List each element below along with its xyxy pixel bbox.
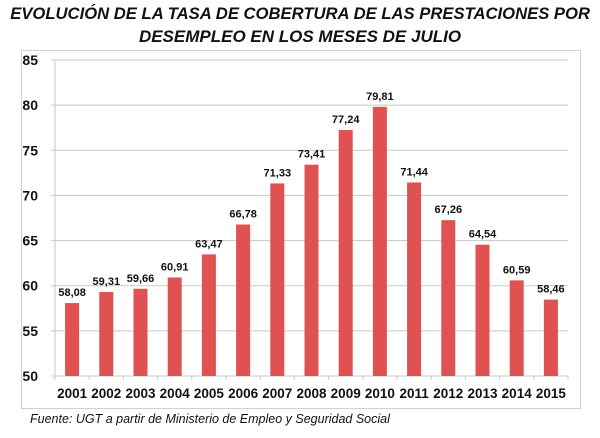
data-label: 59,31 [93, 276, 121, 288]
data-label: 71,33 [264, 167, 292, 179]
chart-title-line-2-row: DESEMPLEO EN LOS MESES DE JULIO [0, 27, 600, 47]
x-tick-label: 2013 [467, 386, 498, 401]
data-label: 58,08 [58, 287, 86, 299]
y-tick-label: 60 [22, 278, 38, 294]
x-tick-label: 2005 [194, 386, 225, 401]
bar-2003 [133, 288, 148, 376]
data-label: 79,81 [366, 91, 394, 103]
chart-frame [21, 50, 581, 409]
chart-title-line-2: DESEMPLEO EN LOS MESES DE JULIO [138, 27, 462, 46]
data-label: 77,24 [332, 114, 360, 126]
data-label: 60,91 [161, 261, 189, 273]
y-tick-label: 55 [22, 323, 38, 339]
x-tick-label: 2009 [331, 386, 361, 401]
chart-title-line-1: EVOLUCIÓN DE LA TASA DE COBERTURA DE LAS… [10, 4, 590, 23]
data-label: 71,44 [400, 166, 428, 178]
bar-2015 [543, 299, 558, 376]
x-tick-label: 2002 [91, 386, 121, 401]
data-label: 64,54 [469, 229, 497, 241]
x-tick-label: 2003 [125, 386, 156, 401]
data-label: 60,59 [503, 264, 531, 276]
bar-2004 [167, 277, 182, 376]
bar-2009 [338, 130, 353, 376]
x-tick-label: 2015 [536, 386, 567, 401]
x-tick-label: 2008 [296, 386, 327, 401]
data-label: 63,47 [195, 238, 223, 250]
data-label: 58,46 [537, 284, 565, 296]
x-tick-label: 2012 [433, 386, 463, 401]
x-tick-label: 2004 [160, 386, 191, 401]
x-tick-label: 2001 [57, 386, 88, 401]
data-label: 66,78 [229, 209, 257, 221]
bar-2007 [270, 183, 285, 376]
data-label: 59,66 [127, 273, 155, 285]
y-tick-label: 50 [22, 368, 38, 384]
x-tick-label: 2014 [502, 386, 533, 401]
x-tick-label: 2007 [262, 386, 292, 401]
x-tick-label: 2010 [365, 386, 395, 401]
x-tick-label: 2011 [399, 386, 429, 401]
bar-2010 [372, 106, 387, 377]
bar-2001 [65, 303, 80, 376]
bar-2011 [407, 182, 422, 376]
bar-2005 [201, 254, 216, 376]
y-tick-label: 65 [22, 233, 38, 249]
source-note: Fuente: UGT a partir de Ministerio de Em… [30, 412, 390, 426]
bar-2002 [99, 291, 114, 376]
bar-2013 [475, 244, 490, 376]
x-tick-label: 2006 [228, 386, 259, 401]
bar-2008 [304, 164, 319, 376]
chart-title-line-1-row: EVOLUCIÓN DE LA TASA DE COBERTURA DE LAS… [0, 4, 600, 24]
bar-2012 [441, 220, 456, 376]
y-tick-label: 80 [22, 97, 38, 113]
y-tick-label: 85 [22, 52, 38, 68]
y-tick-label: 70 [22, 187, 38, 203]
data-label: 67,26 [435, 204, 463, 216]
y-tick-label: 75 [22, 142, 38, 158]
bar-2006 [236, 224, 251, 376]
data-label: 73,41 [298, 149, 326, 161]
bar-2014 [509, 280, 524, 376]
